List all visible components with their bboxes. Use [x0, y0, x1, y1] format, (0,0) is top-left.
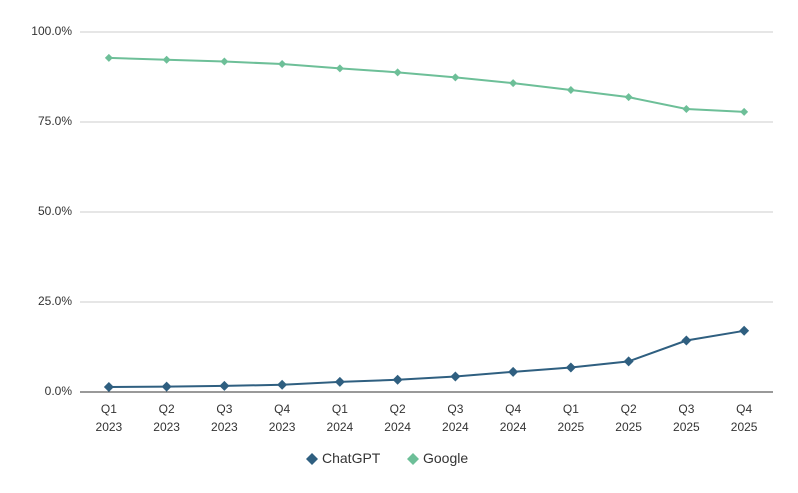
marker — [565, 362, 576, 373]
marker — [277, 379, 288, 390]
y-tick-label: 100.0% — [31, 24, 72, 38]
series-line — [108, 56, 745, 113]
marker — [161, 381, 172, 392]
series-line — [108, 329, 745, 388]
marker — [682, 105, 691, 114]
legend-label: Google — [423, 450, 469, 466]
x-tick-label: Q1 2024 — [326, 402, 354, 434]
legend-marker — [306, 453, 318, 465]
marker — [162, 55, 171, 64]
x-tick-label: Q4 2023 — [268, 402, 296, 434]
marker — [509, 79, 518, 88]
legend-marker — [407, 453, 419, 465]
x-tick-label: Q2 2023 — [153, 402, 180, 434]
x-tick-label: Q1 2025 — [557, 402, 585, 434]
marker — [681, 335, 692, 346]
x-tick-label: Q2 2024 — [384, 402, 411, 434]
y-tick-label: 50.0% — [38, 204, 72, 218]
marker — [624, 93, 633, 102]
marker — [451, 73, 460, 82]
y-tick-label: 0.0% — [45, 384, 73, 398]
legend-label: ChatGPT — [322, 450, 381, 466]
marker — [508, 366, 519, 377]
marker — [335, 64, 344, 73]
marker — [104, 53, 113, 62]
marker — [392, 374, 403, 385]
x-tick-label: Q1 2023 — [95, 402, 123, 434]
x-tick-label: Q2 2025 — [615, 402, 642, 434]
x-tick-label: Q4 2025 — [730, 402, 758, 434]
marker — [219, 380, 230, 391]
x-tick-label: Q3 2023 — [211, 402, 238, 434]
marker — [566, 85, 575, 94]
marker — [103, 381, 114, 392]
x-tick-label: Q4 2024 — [499, 402, 527, 434]
marker — [220, 57, 229, 66]
marker — [278, 60, 287, 69]
marker — [739, 325, 750, 336]
marker — [740, 107, 749, 116]
x-tick-label: Q3 2025 — [673, 402, 700, 434]
y-tick-label: 25.0% — [38, 294, 72, 308]
marker — [623, 356, 634, 367]
marker — [450, 371, 461, 382]
marker — [334, 376, 345, 387]
x-tick-label: Q3 2024 — [442, 402, 469, 434]
marker — [393, 68, 402, 77]
y-tick-label: 75.0% — [38, 114, 72, 128]
